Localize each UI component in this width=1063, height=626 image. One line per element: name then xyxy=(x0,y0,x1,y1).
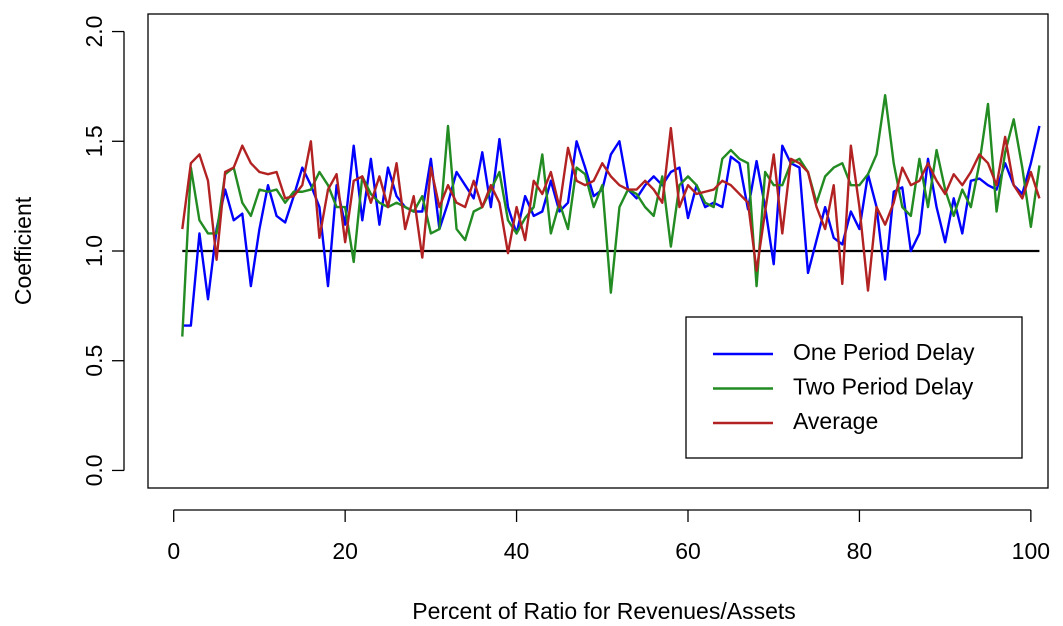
y-tick-label: 0.5 xyxy=(81,345,107,377)
series-line xyxy=(182,125,1041,327)
plot-box xyxy=(147,13,1049,489)
x-tick-label: 40 xyxy=(504,538,530,564)
series-line xyxy=(181,126,1041,292)
x-tick-label: 60 xyxy=(675,538,701,564)
x-axis-label: Percent of Ratio for Revenues/Assets xyxy=(412,598,796,624)
x-tick-label: 100 xyxy=(1012,538,1050,564)
y-tick-label: 2.0 xyxy=(81,16,107,48)
x-tick-label: 80 xyxy=(847,538,873,564)
y-tick-label: 1.5 xyxy=(81,125,107,157)
legend-label: Two Period Delay xyxy=(793,374,974,400)
x-tick-label: 20 xyxy=(332,538,358,564)
legend-label: Average xyxy=(793,408,878,434)
legend-label: One Period Delay xyxy=(793,339,975,365)
series-line xyxy=(181,93,1041,337)
y-tick-label: 0.0 xyxy=(81,454,107,486)
y-axis-label: Coefficient xyxy=(10,196,36,305)
y-tick-label: 1.0 xyxy=(81,235,107,267)
x-tick-label: 0 xyxy=(167,538,180,564)
